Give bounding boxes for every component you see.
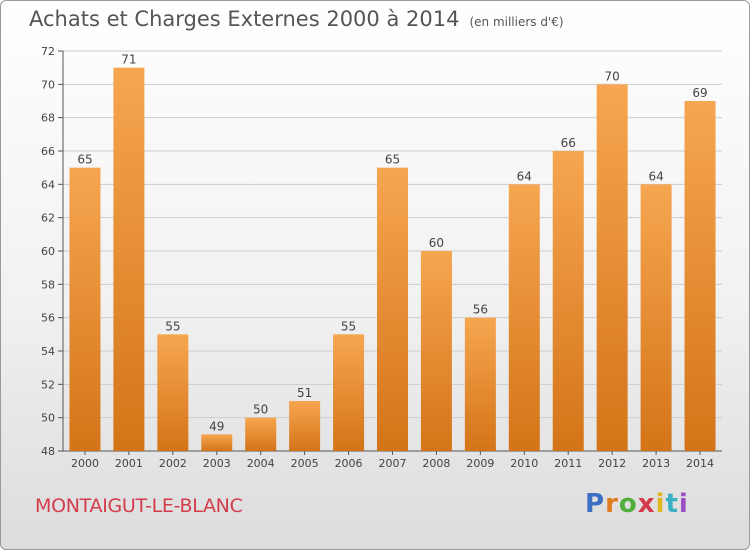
bar-value-label: 60 <box>429 236 444 250</box>
bar-2004 <box>245 417 277 451</box>
x-tick-label: 2004 <box>247 457 275 470</box>
y-tick-label: 54 <box>41 345 55 358</box>
bar-2008 <box>420 251 452 451</box>
bar-2006 <box>333 334 365 451</box>
city-name: MONTAIGUT-LE-BLANC <box>35 495 243 517</box>
bar-value-label: 65 <box>77 153 92 167</box>
bar-2010 <box>508 184 540 452</box>
bar-value-label: 64 <box>648 169 663 183</box>
logo-letter: x <box>637 489 656 519</box>
bar-2009 <box>464 317 496 451</box>
bar-value-label: 50 <box>253 403 268 417</box>
y-tick-label: 58 <box>41 278 55 291</box>
logo-letter: P <box>585 489 606 519</box>
y-tick-label: 48 <box>41 445 55 458</box>
x-tick-label: 2001 <box>115 457 143 470</box>
bar-value-label: 71 <box>121 53 136 67</box>
bar-value-label: 55 <box>165 319 180 333</box>
proxiti-logo: Proxiti <box>585 489 689 519</box>
bar-2002 <box>157 334 189 451</box>
bar-value-label: 66 <box>561 136 576 150</box>
bar-2000 <box>69 167 101 451</box>
bar-value-label: 56 <box>473 303 488 317</box>
bar-2011 <box>552 151 584 451</box>
y-tick-label: 64 <box>41 178 55 191</box>
bar-2012 <box>596 84 628 451</box>
x-tick-label: 2014 <box>686 457 714 470</box>
chart-title: Achats et Charges Externes 2000 à 2014 (e… <box>29 7 564 31</box>
y-tick-label: 70 <box>41 78 55 91</box>
bar-2001 <box>113 67 145 452</box>
x-tick-label: 2007 <box>379 457 407 470</box>
x-tick-label: 2005 <box>291 457 319 470</box>
logo-letter: i <box>655 489 666 519</box>
y-tick-label: 66 <box>41 145 55 158</box>
x-tick-label: 2011 <box>554 457 582 470</box>
chart-title-text: Achats et Charges Externes 2000 à 2014 <box>29 7 460 31</box>
logo-letter: t <box>665 489 679 519</box>
x-tick-label: 2003 <box>203 457 231 470</box>
y-tick-label: 60 <box>41 245 55 258</box>
y-tick-label: 56 <box>41 312 55 325</box>
logo-letter: o <box>618 489 638 519</box>
bar-value-label: 65 <box>385 153 400 167</box>
bar-2005 <box>289 401 321 451</box>
logo-letter: i <box>678 489 689 519</box>
bar-2007 <box>377 167 408 451</box>
bar-value-label: 49 <box>209 419 224 433</box>
bar-value-label: 51 <box>297 386 312 400</box>
x-tick-label: 2013 <box>642 457 670 470</box>
bar-value-label: 70 <box>605 69 620 83</box>
bar-value-label: 55 <box>341 319 356 333</box>
bar-value-label: 64 <box>517 169 532 183</box>
x-tick-label: 2006 <box>335 457 363 470</box>
x-tick-label: 2008 <box>422 457 450 470</box>
x-tick-label: 2010 <box>510 457 538 470</box>
chart-subtitle: (en milliers d'€) <box>469 15 564 29</box>
y-tick-label: 68 <box>41 112 55 125</box>
y-tick-label: 62 <box>41 212 55 225</box>
y-tick-label: 52 <box>41 378 55 391</box>
bar-value-label: 69 <box>692 86 707 100</box>
bar-2014 <box>684 101 716 451</box>
x-tick-label: 2000 <box>71 457 99 470</box>
x-tick-label: 2002 <box>159 457 187 470</box>
logo-letter: r <box>605 489 619 519</box>
x-tick-label: 2012 <box>598 457 626 470</box>
bar-2003 <box>201 434 233 451</box>
x-tick-label: 2009 <box>466 457 494 470</box>
y-tick-label: 72 <box>41 45 55 58</box>
bar-2013 <box>640 184 672 452</box>
y-tick-label: 50 <box>41 412 55 425</box>
